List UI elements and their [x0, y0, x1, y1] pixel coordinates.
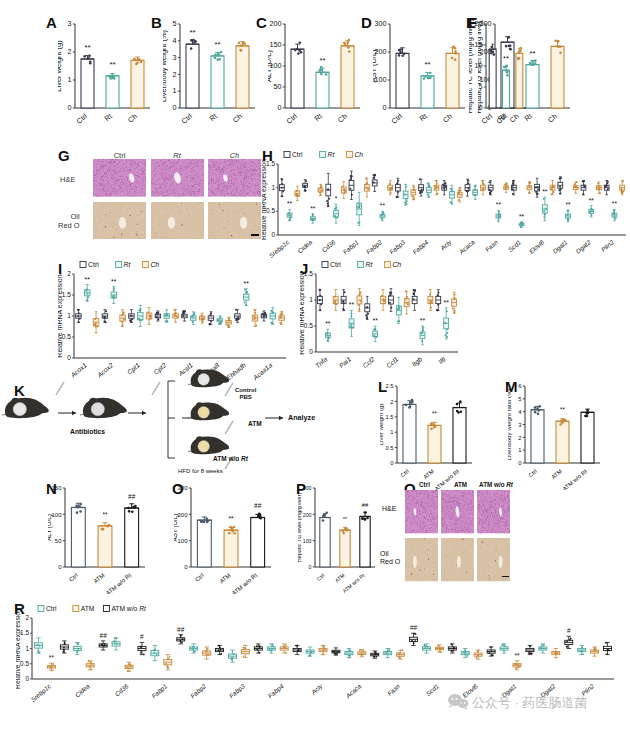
svg-text:**: ** [514, 652, 520, 659]
svg-text:ATM: ATM [81, 605, 95, 612]
svg-text:Fabp3: Fabp3 [228, 682, 247, 700]
svg-text:Cd36: Cd36 [113, 682, 130, 697]
svg-text:Acaca: Acaca [344, 682, 363, 700]
svg-text:Srebp1c: Srebp1c [29, 682, 53, 704]
svg-text:#: # [140, 633, 144, 640]
svg-text:Scd1: Scd1 [424, 682, 440, 697]
svg-text:Cidea: Cidea [74, 682, 92, 698]
svg-text:2: 2 [25, 614, 29, 621]
svg-text:Fabp2: Fabp2 [189, 682, 208, 700]
svg-text:#: # [567, 627, 571, 634]
svg-text:Relative mRNA expression: Relative mRNA expression [16, 608, 22, 689]
svg-text:Fabp1: Fabp1 [150, 682, 169, 700]
svg-text:Fasn: Fasn [386, 682, 402, 697]
svg-text:##: ## [177, 626, 185, 633]
svg-text:1: 1 [25, 645, 29, 652]
svg-text:Fabp4: Fabp4 [266, 682, 285, 700]
svg-text:0: 0 [25, 675, 29, 682]
svg-text:1.5: 1.5 [20, 629, 29, 636]
svg-text:##: ## [410, 624, 418, 631]
svg-text:ATM w/o Rt: ATM w/o Rt [111, 605, 147, 612]
svg-text:##: ## [100, 632, 108, 639]
svg-text:**: ** [49, 654, 55, 661]
svg-text:公众号 · 药医肠道菌: 公众号 · 药医肠道菌 [472, 695, 588, 710]
svg-text:0.5: 0.5 [20, 660, 29, 667]
svg-text:Ctrl: Ctrl [46, 605, 57, 612]
svg-text:Acly: Acly [309, 682, 325, 697]
